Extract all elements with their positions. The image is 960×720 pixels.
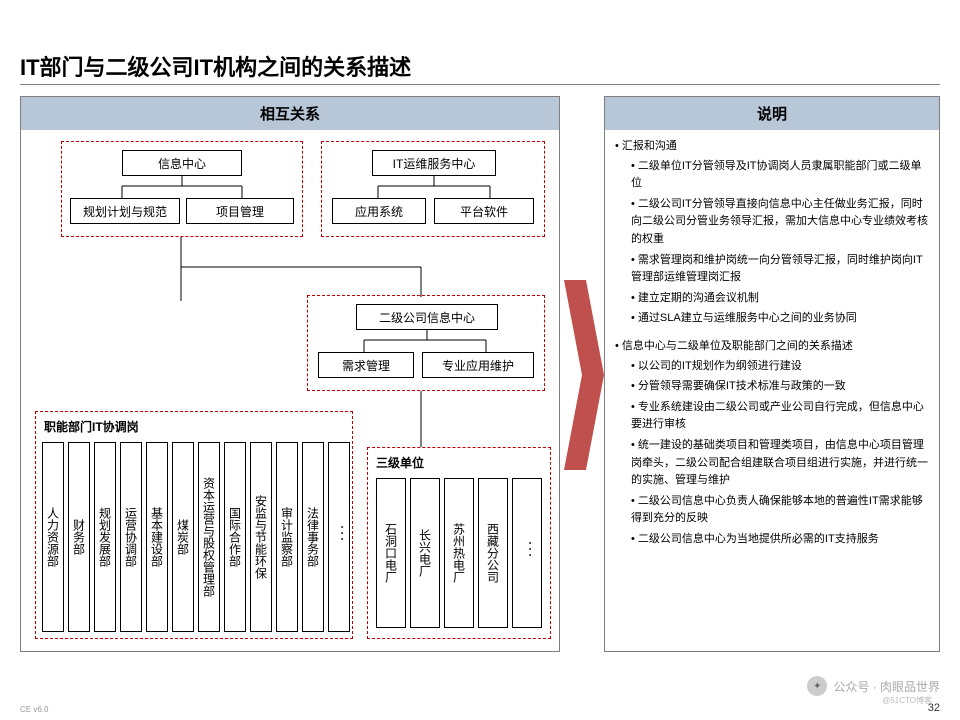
coord-label: 职能部门IT协调岗 <box>44 418 139 435</box>
explain-g1-head: 汇报和沟通 <box>622 140 677 152</box>
l2-center-title: 二级公司信息中心 <box>356 304 498 330</box>
l2-center-child-0: 需求管理 <box>318 352 414 378</box>
coord-dept: 财务部 <box>68 442 90 632</box>
l3-row: 石洞口电厂 长兴电厂 苏州热电厂 西藏分公司 ．．． <box>376 478 542 628</box>
l3-label: 三级单位 <box>376 454 424 471</box>
footer-version: CE v6.0 <box>20 705 48 714</box>
explain-content: 汇报和沟通 二级单位IT分管领导及IT协调岗人员隶属职能部门或二级单位 二级公司… <box>605 130 939 566</box>
watermark: ✦ 公众号 · 肉眼品世界 <box>807 676 940 696</box>
info-center-title: 信息中心 <box>122 150 242 176</box>
coord-dept: 煤炭部 <box>172 442 194 632</box>
page-title: IT部门与二级公司IT机构之间的关系描述 <box>20 50 411 82</box>
info-center-group: 信息中心 规划计划与规范 项目管理 <box>61 141 303 237</box>
l3-unit: 石洞口电厂 <box>376 478 406 628</box>
l2-center-group: 二级公司信息中心 需求管理 专业应用维护 <box>307 295 545 391</box>
coord-dept: 人力资源部 <box>42 442 64 632</box>
conn-info-l2 <box>21 237 561 301</box>
flow-arrow-icon <box>564 280 604 470</box>
coord-dept: 安监与节能环保 <box>250 442 272 632</box>
ops-center-title: IT运维服务中心 <box>372 150 496 176</box>
explain-item: 需求管理岗和维护岗统一向分管领导汇报，同时维护岗向IT管理部运维管理岗汇报 <box>631 252 929 287</box>
coord-dept: 运营协调部 <box>120 442 142 632</box>
explain-item: 二级单位IT分管领导及IT协调岗人员隶属职能部门或二级单位 <box>631 158 929 193</box>
ops-center-group: IT运维服务中心 应用系统 平台软件 <box>321 141 545 237</box>
l3-unit: 西藏分公司 <box>478 478 508 628</box>
title-underline <box>20 84 940 85</box>
coord-dept: 资本运营与股权管理部 <box>198 442 220 632</box>
explain-g2-head: 信息中心与二级单位及职能部门之间的关系描述 <box>622 340 853 352</box>
coord-group: 职能部门IT协调岗 人力资源部 财务部 规划发展部 运营协调部 基本建设部 煤炭… <box>35 411 353 639</box>
l2-center-conn <box>308 330 546 354</box>
info-center-conn <box>62 176 304 200</box>
l3-unit: 长兴电厂 <box>410 478 440 628</box>
coord-dept: 基本建设部 <box>146 442 168 632</box>
coord-dept: 法律事务部 <box>302 442 324 632</box>
explain-item: 分管领导需要确保IT技术标准与政策的一致 <box>631 378 929 396</box>
explain-item: 二级公司IT分管领导直接向信息中心主任做业务汇报，同时向二级公司分管业务领导汇报… <box>631 196 929 249</box>
l3-unit: ．．． <box>512 478 542 628</box>
info-center-child-0: 规划计划与规范 <box>70 198 180 224</box>
wechat-icon: ✦ <box>807 676 827 696</box>
coord-dept: ．．． <box>328 442 350 632</box>
left-panel: 相互关系 信息中心 规划计划与规范 项目管理 IT运维服务中心 应用系统 平台软… <box>20 96 560 652</box>
coord-dept: 审计监察部 <box>276 442 298 632</box>
coord-dept: 国际合作部 <box>224 442 246 632</box>
explain-item: 二级公司信息中心为当地提供所必需的IT支持服务 <box>631 531 929 549</box>
ops-center-child-0: 应用系统 <box>332 198 426 224</box>
explain-item: 统一建设的基础类项目和管理类项目，由信息中心项目管理岗牵头，二级公司配合组建联合… <box>631 437 929 490</box>
ops-center-conn <box>322 176 546 200</box>
explain-item: 二级公司信息中心负责人确保能够本地的普遍性IT需求能够得到充分的反映 <box>631 493 929 528</box>
right-panel: 说明 汇报和沟通 二级单位IT分管领导及IT协调岗人员隶属职能部门或二级单位 二… <box>604 96 940 652</box>
l3-unit: 苏州热电厂 <box>444 478 474 628</box>
explain-item: 以公司的IT规划作为纲领进行建设 <box>631 358 929 376</box>
coord-dept: 规划发展部 <box>94 442 116 632</box>
info-center-child-1: 项目管理 <box>186 198 294 224</box>
ops-center-child-1: 平台软件 <box>434 198 534 224</box>
left-header: 相互关系 <box>21 97 559 130</box>
l3-group: 三级单位 石洞口电厂 长兴电厂 苏州热电厂 西藏分公司 ．．． <box>367 447 551 639</box>
explain-item: 建立定期的沟通会议机制 <box>631 290 929 308</box>
explain-item: 通过SLA建立与运维服务中心之间的业务协同 <box>631 310 929 328</box>
explain-item: 专业系统建设由二级公司或产业公司自行完成，但信息中心要进行审核 <box>631 399 929 434</box>
coord-row: 人力资源部 财务部 规划发展部 运营协调部 基本建设部 煤炭部 资本运营与股权管… <box>42 442 350 632</box>
right-header: 说明 <box>605 97 939 130</box>
watermark-text: 公众号 · 肉眼品世界 <box>833 678 940 695</box>
watermark-sub: @51CTO博客 <box>882 695 932 706</box>
l2-center-child-1: 专业应用维护 <box>422 352 534 378</box>
